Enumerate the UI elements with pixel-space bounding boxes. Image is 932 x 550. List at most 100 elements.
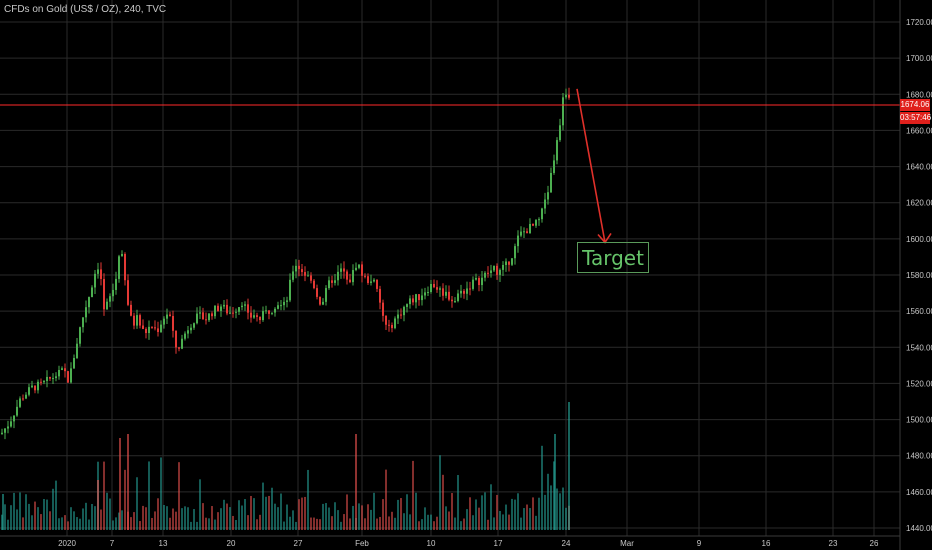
- volume-bar: [538, 497, 540, 530]
- candle-body: [67, 371, 69, 383]
- volume-bar: [202, 503, 204, 530]
- candle-body: [379, 288, 381, 303]
- volume-bar: [22, 517, 24, 530]
- volume-bar: [295, 521, 297, 530]
- y-tick-label: 1460.00: [906, 488, 932, 497]
- candle-body: [304, 272, 306, 276]
- volume-bar: [241, 505, 243, 530]
- volume-bar: [493, 517, 495, 530]
- volume-bar: [232, 515, 234, 530]
- candle-body: [415, 294, 417, 303]
- volume-bar: [172, 508, 174, 530]
- candle-body: [523, 231, 525, 233]
- volume-bar: [151, 517, 153, 530]
- candle-body: [526, 231, 528, 234]
- candle-body: [208, 313, 210, 321]
- candle-body: [376, 279, 378, 289]
- candle-body: [493, 265, 495, 271]
- volume-bar: [397, 499, 399, 530]
- candle-body: [52, 378, 54, 380]
- candle-body: [262, 311, 264, 321]
- volume-bar: [277, 507, 279, 530]
- volume-bar: [448, 511, 450, 530]
- volume-bar: [394, 517, 396, 530]
- volume-spike: [119, 438, 121, 530]
- volume-bar: [373, 492, 375, 530]
- candle-body: [460, 290, 462, 294]
- volume-bar: [307, 469, 309, 530]
- volume-bar: [226, 503, 228, 530]
- price-axis: 1440.00 1460.00 1480.00 1500.00 1520.00 1540.…: [899, 0, 932, 550]
- volume-bar: [139, 521, 141, 530]
- volume-bar: [436, 516, 438, 530]
- candle-body: [166, 314, 168, 319]
- candle-body: [286, 300, 288, 302]
- y-tick-label: 1700.00: [906, 54, 932, 63]
- candle-body: [214, 305, 216, 317]
- candle-body: [220, 306, 222, 311]
- candle-body: [49, 376, 51, 379]
- volume-bar: [364, 518, 366, 530]
- volume-bar: [424, 507, 426, 530]
- volume-bar: [283, 521, 285, 530]
- candle-body: [148, 326, 150, 334]
- candle-body: [424, 292, 426, 296]
- volume-bar: [334, 502, 336, 530]
- volume-bar: [13, 492, 15, 530]
- candle-body: [76, 343, 78, 359]
- volume-bar: [547, 473, 549, 530]
- candle-body: [64, 368, 66, 372]
- volume-bar: [49, 511, 51, 530]
- volume-bar: [469, 497, 471, 530]
- candle-body: [508, 261, 510, 265]
- candle-body: [151, 326, 153, 328]
- volume-bar: [451, 493, 453, 530]
- volume-bar: [52, 488, 54, 530]
- volume-bar: [271, 487, 273, 530]
- candle-body: [43, 381, 45, 383]
- volume-bar: [58, 518, 60, 530]
- x-tick-label: 9: [697, 539, 702, 548]
- y-tick-label: 1640.00: [906, 163, 932, 172]
- candle-body: [475, 278, 477, 280]
- candle-body: [367, 276, 369, 283]
- candle-body: [169, 314, 171, 317]
- candle-body: [133, 315, 135, 326]
- candle-body: [85, 307, 87, 318]
- x-tick-label: Feb: [355, 539, 369, 548]
- volume-bar: [145, 507, 147, 530]
- volume-bar: [205, 517, 207, 530]
- candle-body: [202, 312, 204, 320]
- candle-body: [7, 426, 9, 429]
- candle-body: [439, 288, 441, 290]
- candle-body: [211, 313, 213, 317]
- volume-bar: [154, 511, 156, 530]
- volume-bar: [367, 504, 369, 530]
- y-tick-label: 1600.00: [906, 235, 932, 244]
- candle-body: [97, 269, 99, 274]
- volume-bar: [250, 495, 252, 530]
- candle-body: [103, 278, 105, 310]
- volume-spike: [97, 480, 99, 530]
- volume-bar: [64, 515, 66, 530]
- candle-body: [442, 288, 444, 296]
- candle-body: [181, 338, 183, 349]
- volume-bar: [31, 515, 33, 530]
- candle-body: [196, 313, 198, 324]
- volume-bar: [427, 514, 429, 530]
- volume-bar: [55, 480, 57, 530]
- candle-body: [235, 311, 237, 313]
- volume-bar: [130, 517, 132, 530]
- volume-bar: [148, 461, 150, 530]
- volume-bar: [316, 518, 318, 530]
- candle-body: [418, 294, 420, 301]
- y-tick-label: 1620.00: [906, 199, 932, 208]
- volume-bar: [310, 517, 312, 530]
- candle-body: [25, 394, 27, 399]
- target-label[interactable]: Target: [577, 242, 649, 273]
- volume-bar: [496, 494, 498, 530]
- volume-bar: [199, 479, 201, 530]
- volume-bar: [109, 498, 111, 530]
- y-tick-label: 1680.00: [906, 90, 932, 99]
